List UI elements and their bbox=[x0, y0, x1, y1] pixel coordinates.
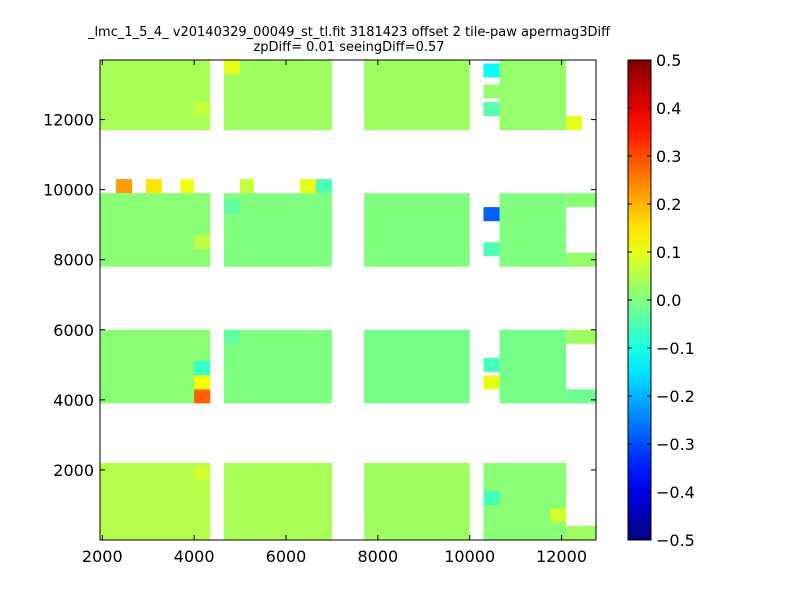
y-tick-label: 4000 bbox=[53, 391, 94, 410]
heatmap-cell bbox=[194, 466, 211, 481]
tile-region bbox=[100, 462, 211, 540]
heatmap-cell bbox=[194, 375, 211, 390]
plot-frame bbox=[99, 59, 597, 541]
x-tick-label: 8000 bbox=[357, 547, 398, 566]
tile-region bbox=[224, 60, 332, 131]
heatmap-cell bbox=[180, 179, 195, 194]
heatmap-cell bbox=[194, 389, 211, 404]
heatmap-cells bbox=[100, 60, 596, 540]
tile-region bbox=[499, 329, 567, 404]
y-tick-label: 12000 bbox=[43, 111, 94, 130]
heatmap-cell bbox=[483, 375, 500, 390]
heatmap-cell bbox=[194, 235, 211, 250]
heatmap-cell bbox=[240, 179, 254, 194]
x-tick-label: 10000 bbox=[444, 547, 495, 566]
x-axis: 2000 4000 6000 8000 10000 12000 bbox=[82, 60, 587, 566]
tile-region bbox=[364, 462, 470, 540]
y-tick-label: 10000 bbox=[43, 181, 94, 200]
tile-region bbox=[499, 60, 567, 131]
heatmap-cell bbox=[224, 329, 241, 344]
colorbar-tick-label: 0.3 bbox=[656, 147, 681, 166]
tile-region bbox=[566, 525, 596, 540]
colorbar-tick-label: −0.4 bbox=[656, 483, 695, 502]
tile-region bbox=[499, 193, 567, 267]
heatmap-cell bbox=[483, 357, 500, 372]
tile-region bbox=[499, 462, 567, 540]
heatmap-cell bbox=[483, 490, 500, 505]
heatmap-cell bbox=[224, 200, 241, 215]
y-axis: 2000 4000 6000 8000 10000 12000 bbox=[43, 111, 596, 480]
colorbar-tick-label: −0.5 bbox=[656, 531, 695, 550]
heatmap-cell bbox=[194, 102, 211, 117]
colorbar-tick-label: 0.2 bbox=[656, 195, 681, 214]
heatmap-cell bbox=[315, 179, 332, 194]
colorbar-tick-label: −0.1 bbox=[656, 339, 695, 358]
heatmap-cell bbox=[483, 102, 500, 117]
heatmap-cell bbox=[550, 508, 567, 523]
tile-region bbox=[224, 329, 332, 404]
chart-title: _lmc_1_5_4_ v20140329_00049_st_tl.fit 31… bbox=[87, 25, 611, 40]
tile-region bbox=[224, 193, 332, 267]
tile-region bbox=[566, 193, 596, 208]
heatmap-cell bbox=[224, 60, 241, 75]
colorbar-tick-label: 0.5 bbox=[656, 51, 681, 70]
tile-region bbox=[364, 193, 470, 267]
x-tick-label: 12000 bbox=[536, 547, 587, 566]
tile-region bbox=[100, 60, 211, 131]
tile-region bbox=[224, 462, 332, 540]
heatmap-cell bbox=[483, 242, 500, 257]
heatmap-cell bbox=[566, 116, 583, 131]
tile-region bbox=[100, 193, 211, 267]
x-tick-label: 6000 bbox=[266, 547, 307, 566]
heatmap-cell bbox=[116, 179, 133, 194]
heatmap-cell bbox=[483, 207, 500, 222]
y-tick-label: 2000 bbox=[53, 461, 94, 480]
heatmap-cell bbox=[299, 179, 316, 194]
x-tick-label: 2000 bbox=[82, 547, 123, 566]
heatmap-cell bbox=[483, 63, 500, 78]
chart-subtitle: zpDiff= 0.01 seeingDiff=0.57 bbox=[253, 40, 445, 55]
y-tick-label: 6000 bbox=[53, 321, 94, 340]
colorbar-tick-label: 0.1 bbox=[656, 243, 681, 262]
x-tick-label: 4000 bbox=[174, 547, 215, 566]
tile-region bbox=[566, 389, 596, 404]
colorbar-tick-label: −0.3 bbox=[656, 435, 695, 454]
colorbar-tick-label: −0.2 bbox=[656, 387, 695, 406]
tile-region bbox=[566, 252, 596, 267]
colorbar-tick-label: 0.0 bbox=[656, 291, 681, 310]
colorbar-ticks: 0.5 0.4 0.3 0.2 0.1 0.0 −0.1 −0.2 −0.3 −0.4 −0.5 bbox=[628, 51, 695, 550]
heatmap-cell bbox=[194, 361, 211, 376]
tile-region bbox=[100, 329, 211, 404]
tile-region bbox=[364, 329, 470, 404]
heatmap-cell bbox=[483, 84, 500, 99]
colorbar-tick-label: 0.4 bbox=[656, 99, 681, 118]
tile-region bbox=[364, 60, 470, 131]
y-tick-label: 8000 bbox=[53, 251, 94, 270]
tile-region bbox=[566, 329, 596, 344]
heatmap-cell bbox=[145, 179, 162, 194]
